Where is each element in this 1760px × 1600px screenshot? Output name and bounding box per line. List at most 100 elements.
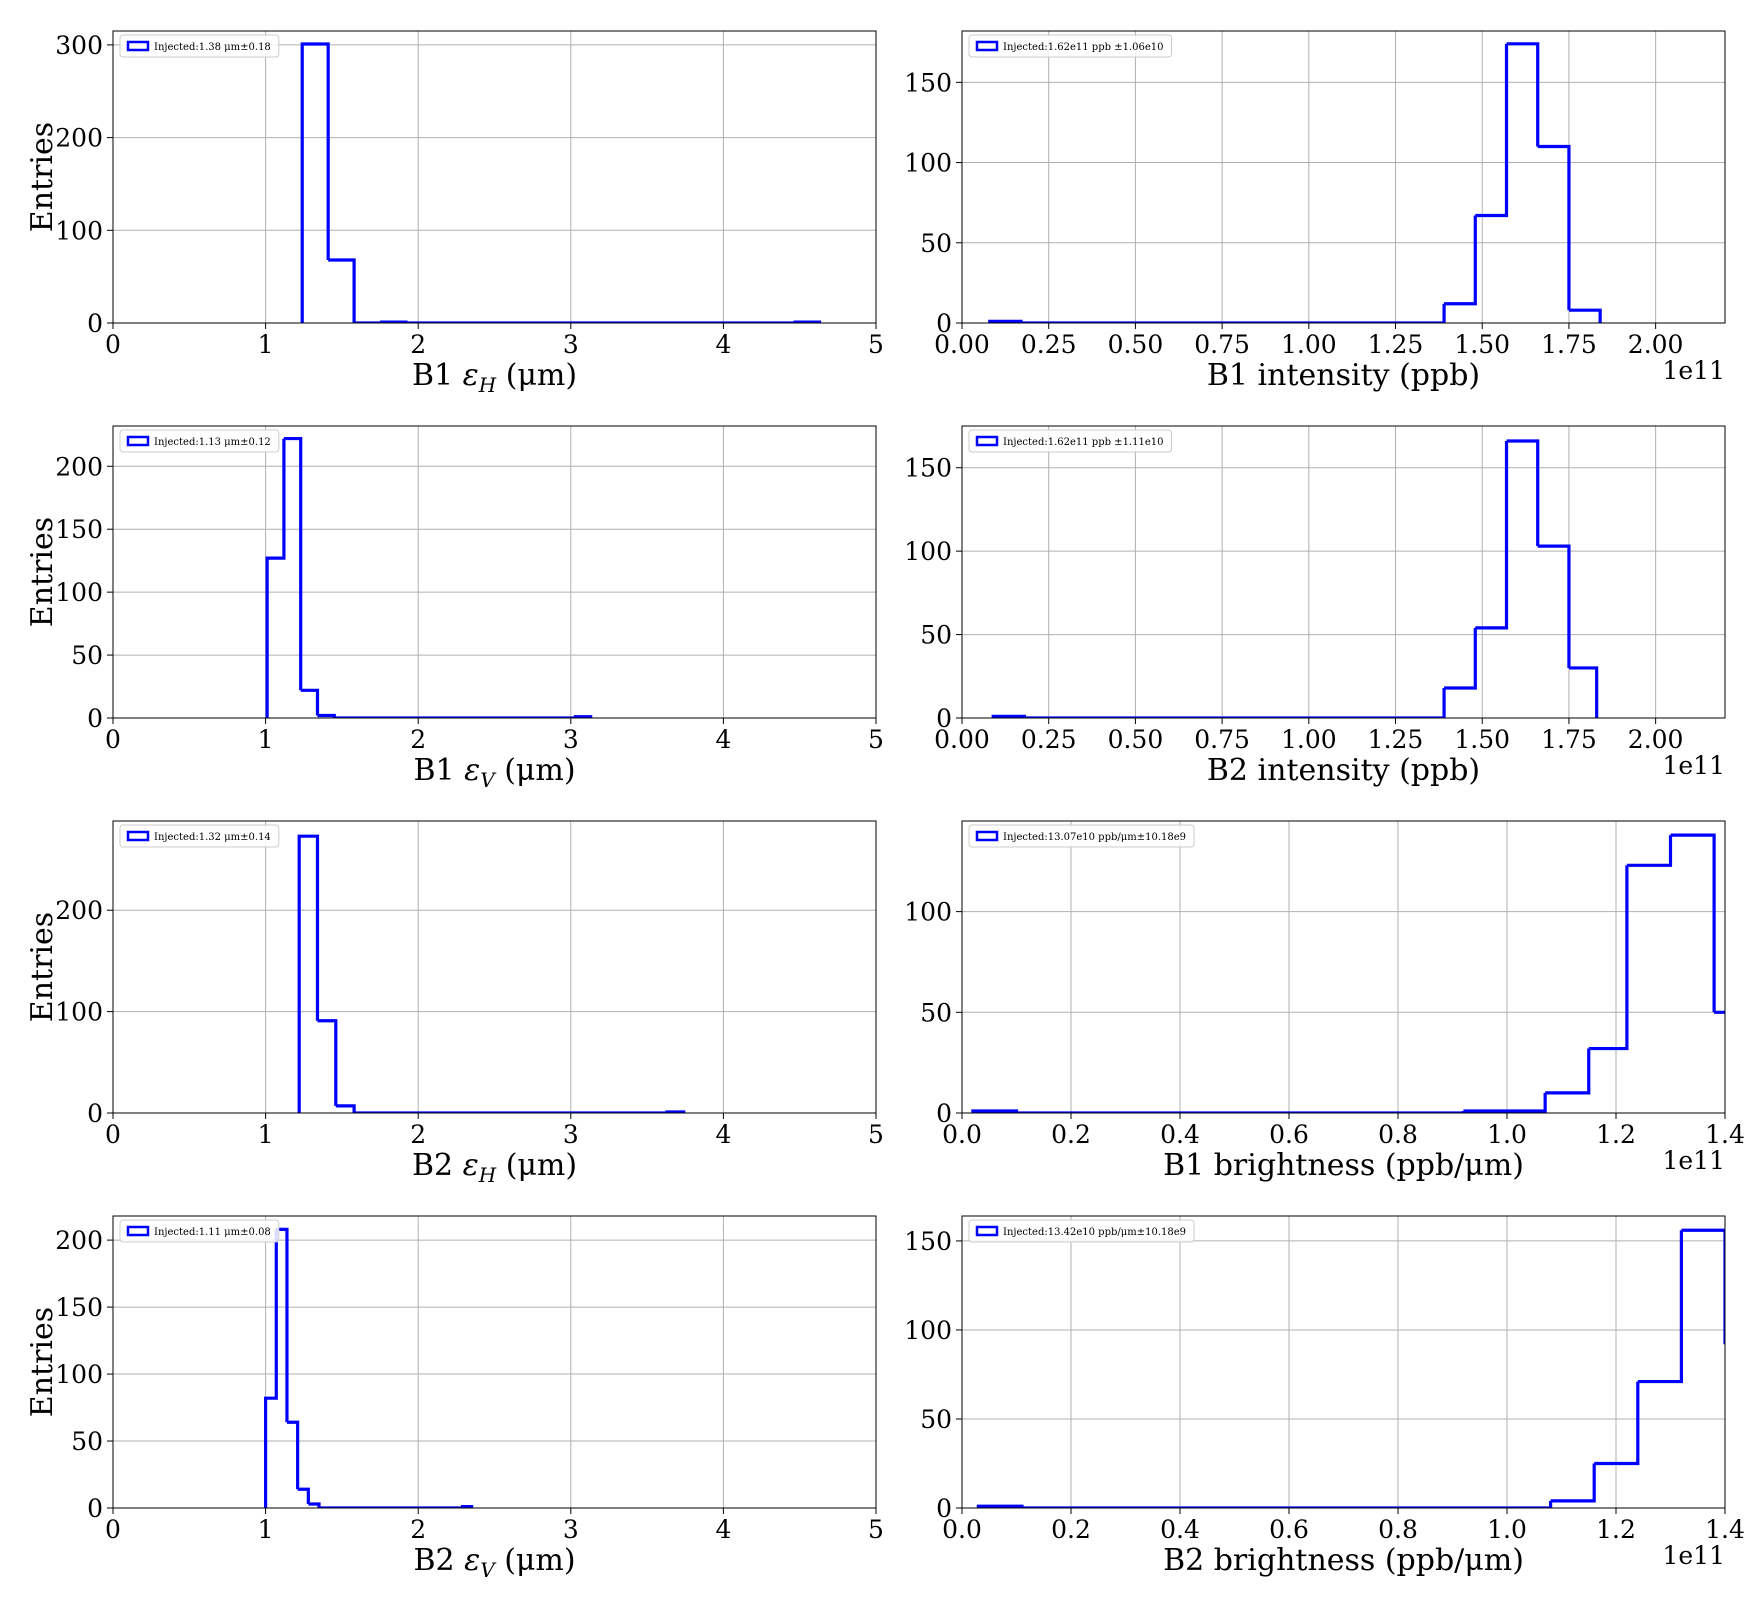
histogram-series bbox=[971, 833, 1725, 1113]
x-tick-label: 0.50 bbox=[1108, 330, 1164, 359]
histogram-bar bbox=[328, 258, 356, 323]
legend-label: Injected:13.42e10 ppb/μm±10.18e9 bbox=[1003, 1227, 1186, 1238]
x-tick-label: 1 bbox=[258, 1515, 274, 1544]
histogram-series bbox=[300, 42, 822, 323]
legend: Injected:1.32 μm±0.14 bbox=[119, 824, 280, 848]
legend: Injected:1.62e11 ppb ±1.11e10 bbox=[968, 429, 1172, 453]
x-tick-label: 0 bbox=[105, 1515, 121, 1544]
histogram-bar bbox=[317, 1019, 338, 1106]
legend-box bbox=[968, 34, 1172, 58]
y-tick-label: 200 bbox=[55, 1226, 103, 1255]
x-tick-label: 4 bbox=[715, 1515, 731, 1544]
y-axis-label: Entries bbox=[25, 517, 60, 627]
x-tick-label: 1.25 bbox=[1368, 330, 1424, 359]
x-tick-label: 1.4 bbox=[1705, 1120, 1745, 1149]
x-tick-label: 1.0 bbox=[1487, 1120, 1527, 1149]
y-tick-label: 50 bbox=[920, 998, 952, 1027]
histogram-bar bbox=[297, 834, 320, 1113]
chart-panel-4: 0.00 0.25 0.50 0.75 1.00 1.25 1.50 1.75 2.00 0 50 1… bbox=[904, 425, 1726, 788]
histogram-bar bbox=[265, 438, 286, 718]
axes-frame bbox=[112, 1215, 877, 1509]
histogram-bar bbox=[1714, 1010, 1725, 1014]
x-tick-label: 5 bbox=[868, 330, 884, 359]
histogram-bar bbox=[335, 1104, 356, 1113]
chart-panel-6: 0.0 0.2 0.4 0.6 0.8 1.0 1.2 1.4 0 50 100 B1 brightn… bbox=[904, 820, 1745, 1183]
legend-label: Injected:1.62e11 ppb ±1.06e10 bbox=[1003, 42, 1163, 53]
legend: Injected:13.42e10 ppb/μm±10.18e9 bbox=[968, 1219, 1195, 1243]
y-tick-label: 100 bbox=[55, 998, 103, 1027]
y-tick-label: 0 bbox=[87, 1099, 103, 1128]
histogram-bar bbox=[300, 688, 320, 716]
legend-label: Injected:1.62e11 ppb ±1.11e10 bbox=[1003, 437, 1163, 448]
y-tick-label: 100 bbox=[904, 1316, 952, 1345]
y-tick-label: 50 bbox=[920, 1405, 952, 1434]
x-tick-label: 0.2 bbox=[1051, 1120, 1091, 1149]
histogram-bar bbox=[1475, 43, 1509, 218]
x-axis-label: B1 εH (μm) bbox=[412, 358, 577, 397]
legend-box bbox=[119, 429, 280, 453]
x-tick-label: 1.4 bbox=[1705, 1515, 1745, 1544]
legend: Injected:1.62e11 ppb ±1.06e10 bbox=[968, 34, 1172, 58]
y-axis-label: Entries bbox=[25, 122, 60, 232]
x-tick-label: 0 bbox=[105, 330, 121, 359]
y-axis-label: Entries bbox=[25, 912, 60, 1022]
x-tick-label: 3 bbox=[563, 1120, 579, 1149]
x-tick-label: 2 bbox=[410, 725, 426, 754]
x-tick-label: 0.4 bbox=[1160, 1120, 1200, 1149]
legend-box bbox=[119, 824, 280, 848]
x-tick-label: 2 bbox=[410, 330, 426, 359]
y-tick-label: 0 bbox=[87, 704, 103, 733]
histogram-bar bbox=[1475, 441, 1509, 630]
histogram-bar bbox=[1463, 1092, 1547, 1113]
x-tick-label: 1.2 bbox=[1596, 1120, 1636, 1149]
histogram-bar bbox=[300, 42, 330, 323]
histogram-bar bbox=[283, 436, 303, 691]
y-tick-label: 50 bbox=[71, 641, 103, 670]
histogram-series bbox=[265, 436, 593, 718]
x-tick-label: 0.75 bbox=[1194, 330, 1250, 359]
x-tick-label: 0.2 bbox=[1051, 1515, 1091, 1544]
x-tick-label: 2.00 bbox=[1628, 330, 1684, 359]
histogram-bar bbox=[1021, 1500, 1553, 1508]
histogram-bar bbox=[1588, 865, 1629, 1051]
legend-swatch bbox=[126, 1225, 150, 1237]
x-tick-label: 0.75 bbox=[1194, 725, 1250, 754]
histogram-bar bbox=[1444, 627, 1477, 690]
y-tick-label: 100 bbox=[904, 898, 952, 927]
y-tick-label: 100 bbox=[904, 537, 952, 566]
y-tick-label: 150 bbox=[904, 68, 952, 97]
axes-frame bbox=[961, 30, 1726, 324]
histogram-bar bbox=[1550, 1463, 1596, 1503]
x-tick-label: 4 bbox=[715, 1120, 731, 1149]
x-axis-label: B2 intensity (ppb) bbox=[1207, 753, 1480, 788]
y-tick-label: 150 bbox=[904, 454, 952, 483]
y-tick-label: 150 bbox=[904, 1227, 952, 1256]
x-tick-label: 1.2 bbox=[1596, 1515, 1636, 1544]
x-tick-label: 1 bbox=[258, 1120, 274, 1149]
x-tick-label: 0.8 bbox=[1378, 1515, 1418, 1544]
y-tick-label: 50 bbox=[71, 1427, 103, 1456]
y-tick-label: 0 bbox=[87, 309, 103, 338]
histogram-bar bbox=[1506, 439, 1540, 547]
legend-label: Injected:1.13 μm±0.12 bbox=[154, 437, 271, 448]
y-tick-label: 0 bbox=[936, 704, 952, 733]
histogram-series bbox=[991, 439, 1599, 718]
y-tick-label: 200 bbox=[55, 452, 103, 481]
x-tick-label: 0.00 bbox=[934, 725, 990, 754]
y-tick-label: 0 bbox=[936, 309, 952, 338]
x-tick-label: 1 bbox=[258, 725, 274, 754]
legend-swatch bbox=[975, 830, 999, 842]
y-tick-label: 100 bbox=[55, 1360, 103, 1389]
histogram-bar bbox=[1670, 833, 1716, 1013]
x-tick-label: 0 bbox=[105, 1120, 121, 1149]
axis-offset-text: 1e11 bbox=[1662, 356, 1725, 385]
x-axis-label: B1 brightness (ppb/μm) bbox=[1163, 1148, 1524, 1183]
x-tick-label: 4 bbox=[715, 330, 731, 359]
x-tick-label: 1.00 bbox=[1281, 330, 1337, 359]
legend-swatch bbox=[126, 40, 150, 52]
x-tick-label: 5 bbox=[868, 1515, 884, 1544]
x-tick-label: 3 bbox=[563, 725, 579, 754]
